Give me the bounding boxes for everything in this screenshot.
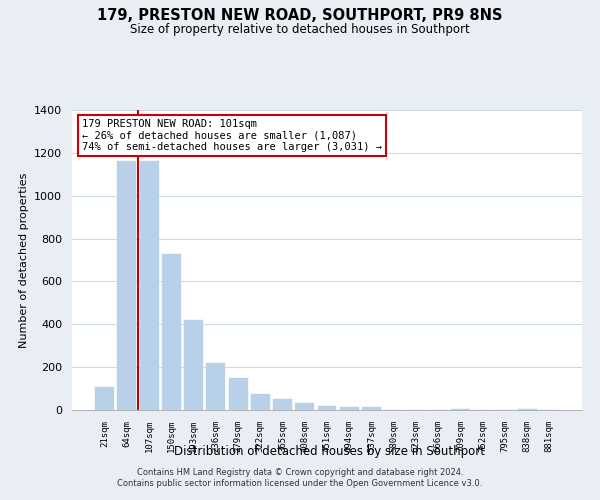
Bar [229, 378, 248, 410]
Text: Size of property relative to detached houses in Southport: Size of property relative to detached ho… [130, 22, 470, 36]
Text: Distribution of detached houses by size in Southport: Distribution of detached houses by size … [175, 444, 485, 458]
Bar [95, 387, 114, 410]
Y-axis label: Number of detached properties: Number of detached properties [19, 172, 29, 348]
Bar [162, 254, 181, 410]
Bar [518, 409, 536, 410]
Bar [362, 407, 381, 410]
Bar [206, 363, 225, 410]
Bar [273, 400, 292, 410]
Bar [451, 409, 470, 410]
Bar [251, 394, 270, 410]
Bar [340, 407, 359, 410]
Text: 179 PRESTON NEW ROAD: 101sqm
← 26% of detached houses are smaller (1,087)
74% of: 179 PRESTON NEW ROAD: 101sqm ← 26% of de… [82, 119, 382, 152]
Bar [118, 162, 136, 410]
Text: 179, PRESTON NEW ROAD, SOUTHPORT, PR9 8NS: 179, PRESTON NEW ROAD, SOUTHPORT, PR9 8N… [97, 8, 503, 22]
Bar [184, 320, 203, 410]
Bar [295, 402, 314, 410]
Text: Contains HM Land Registry data © Crown copyright and database right 2024.
Contai: Contains HM Land Registry data © Crown c… [118, 468, 482, 487]
Bar [317, 406, 337, 410]
Bar [140, 162, 158, 410]
